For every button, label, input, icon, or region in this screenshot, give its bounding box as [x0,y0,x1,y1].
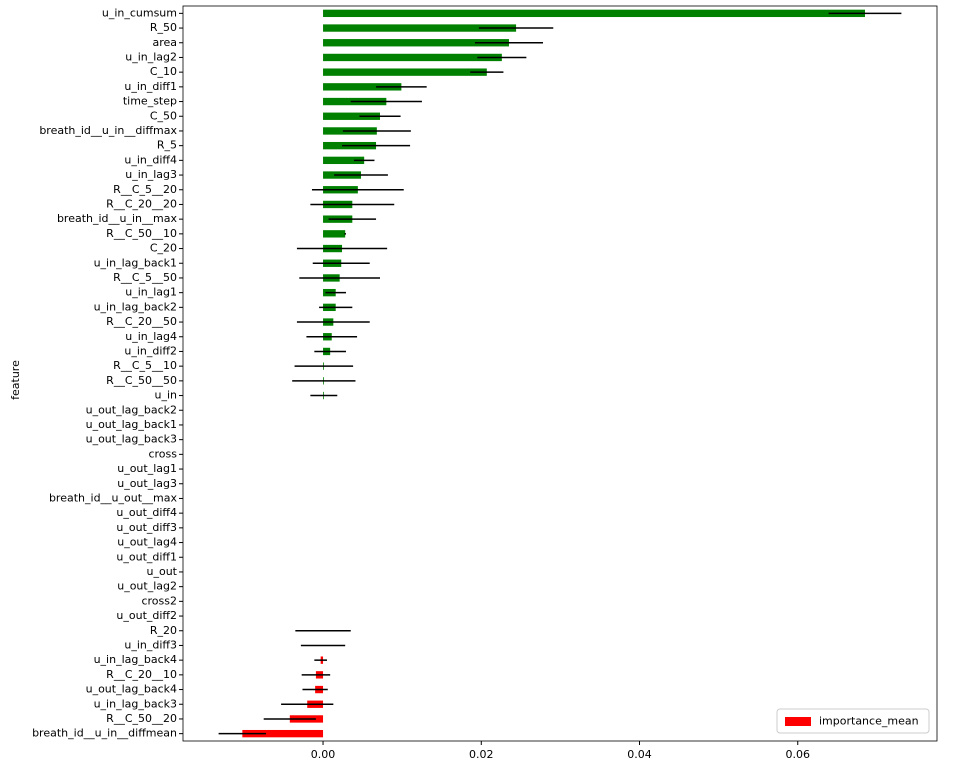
bar [323,156,365,165]
x-tick-label: 0.02 [469,748,494,761]
y-tick-label: breath_id__u_in__max [57,212,178,225]
y-tick-label: R__C_50__10 [106,227,177,240]
y-tick-label: u_out_diff2 [116,609,177,622]
y-tick-label: R__C_20__10 [106,668,177,681]
y-tick-label: R_20 [150,624,177,637]
y-tick-label: R__C_50__20 [106,712,177,725]
y-tick-label: cross2 [141,594,177,607]
y-tick-label: u_in_lag2 [125,50,177,63]
y-tick-label: C_50 [150,109,177,122]
y-tick-label: u_in_lag_back4 [94,653,177,666]
y-tick-label: R__C_5__10 [113,359,177,372]
y-tick-label: u_in_lag_back3 [94,697,177,710]
y-tick-label: u_in_lag1 [125,286,177,299]
y-tick-label: u_out_lag_back3 [86,433,177,446]
y-tick-label: u_out_lag3 [117,477,177,490]
y-tick-label: C_20 [150,242,177,255]
y-tick-label: u_in_diff3 [124,638,177,651]
y-tick-label: breath_id__u_in__diffmax [39,124,177,137]
y-tick-label: u_out_lag_back4 [86,683,177,696]
y-tick-label: C_10 [150,65,177,78]
y-tick-label: R__C_5__50 [113,271,177,284]
y-tick-label: u_out_diff3 [116,521,177,534]
bar [323,53,502,62]
bar [323,230,346,238]
y-tick-label: u_in [155,389,178,402]
y-tick-label: R__C_50__50 [106,374,177,387]
y-tick-label: R__C_20__50 [106,315,177,328]
y-tick-label: time_step [123,95,177,108]
y-tick-label: u_in_lag_back2 [94,300,177,313]
y-tick-label: u_in_diff2 [124,344,177,357]
y-tick-label: area [152,36,177,49]
y-tick-label: u_out_diff1 [116,550,177,563]
y-tick-label: u_in_lag3 [125,168,177,181]
x-tick-label: 0.00 [311,748,336,761]
y-axis-label: feature [9,360,22,400]
bar [323,39,509,47]
y-tick-label: u_out_lag_back2 [86,403,177,416]
y-tick-label: u_out_diff4 [116,506,177,519]
y-tick-label: u_in_lag4 [125,330,177,343]
legend-label: importance_mean [819,715,919,728]
legend-swatch [785,717,811,726]
bar [323,68,487,76]
y-tick-label: R_50 [150,21,177,34]
x-tick-label: 0.06 [786,748,811,761]
bar [242,729,324,738]
y-tick-label: u_in_diff1 [124,80,177,93]
y-tick-label: u_out_lag4 [117,536,177,549]
y-tick-label: u_out_lag1 [117,462,177,475]
y-tick-label: breath_id__u_out__max [49,491,178,504]
y-tick-label: u_in_lag_back1 [94,256,177,269]
legend-box [776,708,930,734]
y-tick-label: u_in_cumsum [102,6,177,19]
bar [323,83,402,91]
bar [323,24,517,32]
x-tick-label: 0.04 [627,748,652,761]
y-tick-label: cross [148,447,177,460]
y-tick-label: R_5 [157,139,177,152]
y-tick-label: u_out_lag_back1 [86,418,177,431]
bar [323,112,381,120]
plot-frame [182,5,938,742]
y-tick-label: u_out [147,565,178,578]
y-tick-label: u_out_lag2 [117,580,177,593]
y-tick-label: R__C_5__20 [113,183,177,196]
y-tick-label: u_in_diff4 [124,153,177,166]
bar [323,9,866,18]
y-tick-label: breath_id__u_in__diffmean [32,727,177,740]
y-tick-label: R__C_20__20 [106,197,177,210]
